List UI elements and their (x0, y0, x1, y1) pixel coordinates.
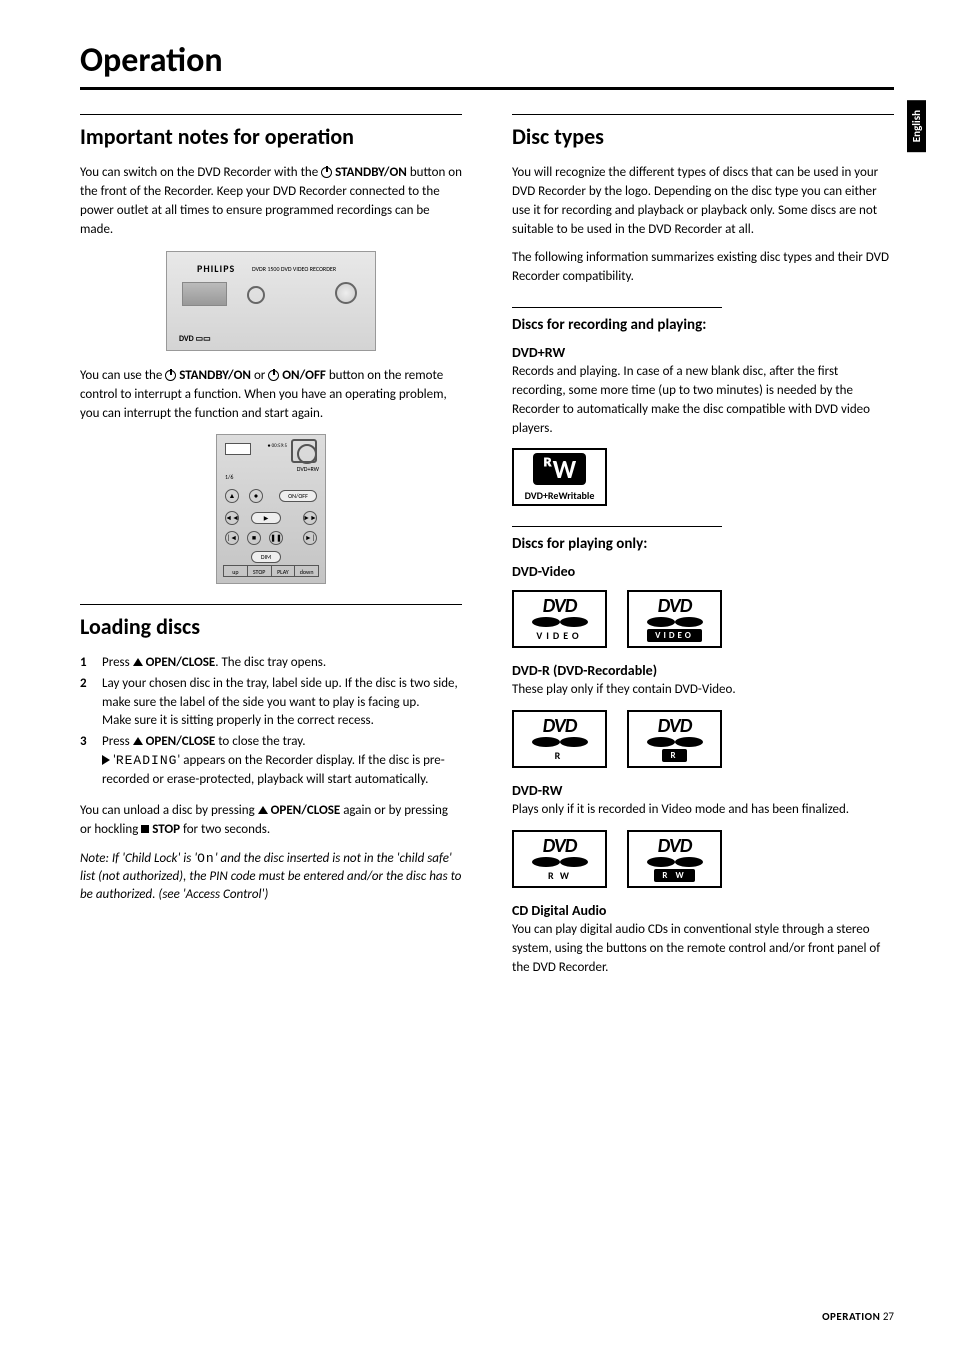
step-number: 1 (80, 654, 102, 673)
disc-dvdrw-play-text: Plays only if it is recorded in Video mo… (512, 801, 894, 820)
device-brand: PHILIPS (197, 262, 235, 275)
dvd-rw-logo-alt: DVD R W (627, 830, 722, 888)
power-icon (268, 370, 279, 381)
dvd-video-logos: DVD VIDEO DVD VIDEO (512, 590, 894, 648)
page-title: Operation (80, 40, 894, 90)
remote-display-icon (225, 443, 251, 455)
device-model: DVDR 1500 DVD VIDEO RECORDER (252, 265, 336, 273)
section-loading-discs: Loading discs (80, 604, 462, 640)
device-standby-button (182, 282, 227, 306)
page-footer: OPERATION 27 (822, 1310, 894, 1323)
remote-bottom-bar: up STOP PLAY down (223, 565, 319, 577)
stop-icon (141, 825, 149, 833)
remote-1of6: 1/6 (225, 473, 233, 481)
left-column: Important notes for operation You can sw… (80, 114, 462, 988)
remote-indicator: ● 00:59:5 (268, 443, 288, 449)
dvd-rw-logos: DVD R W DVD R W (512, 830, 894, 888)
eject-icon (133, 737, 143, 745)
disc-dvdrw-text: Records and playing. In case of a new bl… (512, 363, 894, 438)
remote-stop-button: ■ (247, 531, 261, 545)
right-column: Disc types You will recognize the differ… (512, 114, 894, 988)
device-tray-icon (247, 286, 265, 304)
eject-icon (133, 658, 143, 666)
disc-dvdr-text: These play only if they contain DVD-Vide… (512, 681, 894, 700)
dvd-r-logo: DVD R (512, 710, 607, 768)
child-lock-note: Note: If 'Child Lock' is 'On' and the di… (80, 850, 462, 905)
remote-disc-icon (291, 439, 317, 463)
section-disc-types: Disc types (512, 114, 894, 150)
dvd-r-logos: DVD R DVD R (512, 710, 894, 768)
subhead-recording-playing: Discs for recording and playing: (512, 316, 894, 334)
step-number: 2 (80, 675, 102, 732)
remote-next-button: ►| (303, 531, 317, 545)
disc-cd-title: CD Digital Audio (512, 902, 894, 919)
step-text: Press OPEN/CLOSE. The disc tray opens. (102, 654, 462, 673)
power-icon (321, 167, 332, 178)
disc-dvdvideo-title: DVD-Video (512, 563, 894, 580)
remote-eject-button: ▲ (225, 489, 239, 503)
remote-dim-button: DIM (251, 551, 281, 563)
section-important-notes: Important notes for operation (80, 114, 462, 150)
device-logos: DVD ▭▭ (179, 334, 211, 344)
intro-paragraph-1: You can switch on the DVD Recorder with … (80, 164, 462, 239)
step-text: Press OPEN/CLOSE to close the tray. 'REA… (102, 733, 462, 790)
remote-rec-button: ● (249, 489, 263, 503)
disc-types-intro-2: The following information summarizes exi… (512, 249, 894, 287)
disc-types-intro-1: You will recognize the different types o… (512, 164, 894, 239)
dvd-video-logo-alt: DVD VIDEO (627, 590, 722, 648)
dvd-rw-logo: DVD R W (512, 830, 607, 888)
unload-paragraph: You can unload a disc by pressing OPEN/C… (80, 802, 462, 840)
eject-icon (258, 806, 268, 814)
language-tab: English (907, 100, 926, 152)
remote-pause-button: ❚❚ (269, 531, 283, 545)
disc-cd-text: You can play digital audio CDs in conven… (512, 921, 894, 978)
step-text: Lay your chosen disc in the tray, label … (102, 675, 462, 732)
disc-dvdrw-play-title: DVD-RW (512, 782, 894, 799)
disc-dvdrw-title: DVD+RW (512, 344, 894, 361)
remote-dvdrw-label: DVD+RW (297, 465, 319, 473)
intro-paragraph-2: You can use the STANDBY/ON or ON/OFF but… (80, 367, 462, 424)
play-arrow-icon (102, 755, 110, 765)
power-icon (165, 370, 176, 381)
rw-logo-bottom: DVD+ReWritable (525, 489, 595, 502)
recorder-front-panel-image: PHILIPS DVDR 1500 DVD VIDEO RECORDER DVD… (166, 251, 376, 351)
disc-dvdr-title: DVD-R (DVD-Recordable) (512, 662, 894, 679)
loading-steps: 1 Press OPEN/CLOSE. The disc tray opens.… (80, 654, 462, 790)
remote-control-image: DVD+RW ● 00:59:5 1/6 ▲ ● ON/OFF ◄◄ ▶ ►► … (216, 434, 326, 584)
divider (512, 307, 722, 308)
remote-rew-button: ◄◄ (225, 511, 239, 525)
divider (512, 526, 722, 527)
dvd-r-logo-alt: DVD R (627, 710, 722, 768)
remote-play-button: ▶ (251, 512, 281, 524)
rw-logo-top: ᴿW (533, 453, 586, 485)
remote-onoff-button: ON/OFF (279, 490, 317, 502)
step-number: 3 (80, 733, 102, 790)
remote-prev-button: |◄ (225, 531, 239, 545)
dvd-video-logo: DVD VIDEO (512, 590, 607, 648)
dvd-rewritable-logo: ᴿW DVD+ReWritable (512, 448, 607, 506)
device-knob-icon (335, 282, 357, 304)
remote-ffwd-button: ►► (303, 511, 317, 525)
subhead-playing-only: Discs for playing only: (512, 535, 894, 553)
